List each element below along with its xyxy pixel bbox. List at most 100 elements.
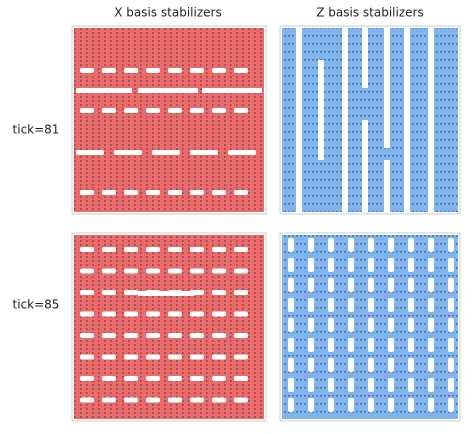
gap bbox=[190, 311, 204, 317]
gap bbox=[202, 88, 262, 93]
gap bbox=[190, 68, 204, 73]
gap bbox=[234, 397, 248, 403]
gap bbox=[234, 333, 248, 338]
gap bbox=[124, 311, 138, 317]
gap bbox=[408, 378, 414, 392]
gap bbox=[80, 397, 94, 403]
gap bbox=[328, 398, 334, 412]
gap bbox=[212, 247, 226, 252]
gap bbox=[168, 190, 182, 195]
gap bbox=[102, 333, 116, 338]
gap bbox=[388, 378, 394, 392]
gap bbox=[428, 378, 434, 392]
gap bbox=[168, 311, 182, 317]
gap bbox=[368, 338, 374, 352]
gap bbox=[388, 338, 394, 352]
gap bbox=[288, 358, 294, 372]
gap bbox=[80, 333, 94, 338]
gap bbox=[308, 318, 314, 332]
gap bbox=[408, 318, 414, 332]
gap bbox=[348, 338, 354, 352]
gap bbox=[102, 354, 116, 360]
gap bbox=[234, 311, 248, 317]
gap bbox=[114, 150, 142, 155]
gap bbox=[168, 108, 182, 113]
gap bbox=[428, 258, 434, 272]
gap bbox=[168, 268, 182, 274]
gap bbox=[146, 333, 160, 338]
gap bbox=[288, 338, 294, 352]
gap bbox=[124, 354, 138, 360]
gap bbox=[328, 278, 334, 292]
gap bbox=[448, 398, 454, 412]
gap bbox=[124, 290, 138, 295]
gap bbox=[388, 358, 394, 372]
gap bbox=[348, 258, 354, 272]
gap bbox=[308, 358, 314, 372]
gap bbox=[368, 298, 374, 312]
gap bbox=[212, 311, 226, 317]
gap bbox=[80, 311, 94, 317]
gap bbox=[368, 378, 374, 392]
gap bbox=[80, 190, 94, 195]
panel-texture bbox=[74, 235, 264, 419]
gap bbox=[308, 238, 314, 252]
gap bbox=[190, 376, 204, 381]
gap bbox=[102, 190, 116, 195]
gap bbox=[190, 190, 204, 195]
gap bbox=[124, 376, 138, 381]
gap bbox=[368, 278, 374, 292]
gap bbox=[408, 358, 414, 372]
gap bbox=[102, 290, 116, 295]
panel-texture bbox=[74, 28, 264, 212]
gap bbox=[190, 397, 204, 403]
gap bbox=[348, 278, 354, 292]
gap bbox=[308, 398, 314, 412]
gap bbox=[288, 398, 294, 412]
gap bbox=[368, 258, 374, 272]
gap bbox=[146, 311, 160, 317]
gap bbox=[124, 68, 138, 73]
column-title: Z basis stabilizers bbox=[316, 6, 423, 20]
gap bbox=[138, 291, 194, 296]
gap bbox=[404, 28, 410, 212]
gap bbox=[234, 290, 248, 295]
gap bbox=[408, 258, 414, 272]
gap bbox=[168, 247, 182, 252]
gap bbox=[448, 278, 454, 292]
gap bbox=[212, 108, 226, 113]
gap bbox=[102, 247, 116, 252]
gap bbox=[428, 318, 434, 332]
gap bbox=[368, 238, 374, 252]
gap bbox=[368, 318, 374, 332]
gap bbox=[168, 376, 182, 381]
gap bbox=[328, 358, 334, 372]
gap bbox=[384, 160, 390, 212]
gap bbox=[168, 397, 182, 403]
row-label: tick=85 bbox=[13, 298, 60, 312]
gap bbox=[124, 108, 138, 113]
gap bbox=[318, 60, 324, 160]
gap bbox=[388, 258, 394, 272]
gap bbox=[102, 311, 116, 317]
gap bbox=[190, 268, 204, 274]
gap bbox=[102, 108, 116, 113]
gap bbox=[234, 68, 248, 73]
gap bbox=[80, 108, 94, 113]
gap bbox=[146, 354, 160, 360]
gap bbox=[348, 298, 354, 312]
gap bbox=[190, 247, 204, 252]
gap bbox=[362, 120, 368, 212]
gap bbox=[448, 318, 454, 332]
gap bbox=[146, 268, 160, 274]
gap bbox=[308, 298, 314, 312]
gap bbox=[348, 318, 354, 332]
gap bbox=[138, 88, 198, 93]
gap bbox=[448, 298, 454, 312]
gap bbox=[428, 398, 434, 412]
gap bbox=[408, 238, 414, 252]
gap bbox=[448, 378, 454, 392]
gap bbox=[308, 258, 314, 272]
gap bbox=[348, 358, 354, 372]
gap bbox=[328, 258, 334, 272]
